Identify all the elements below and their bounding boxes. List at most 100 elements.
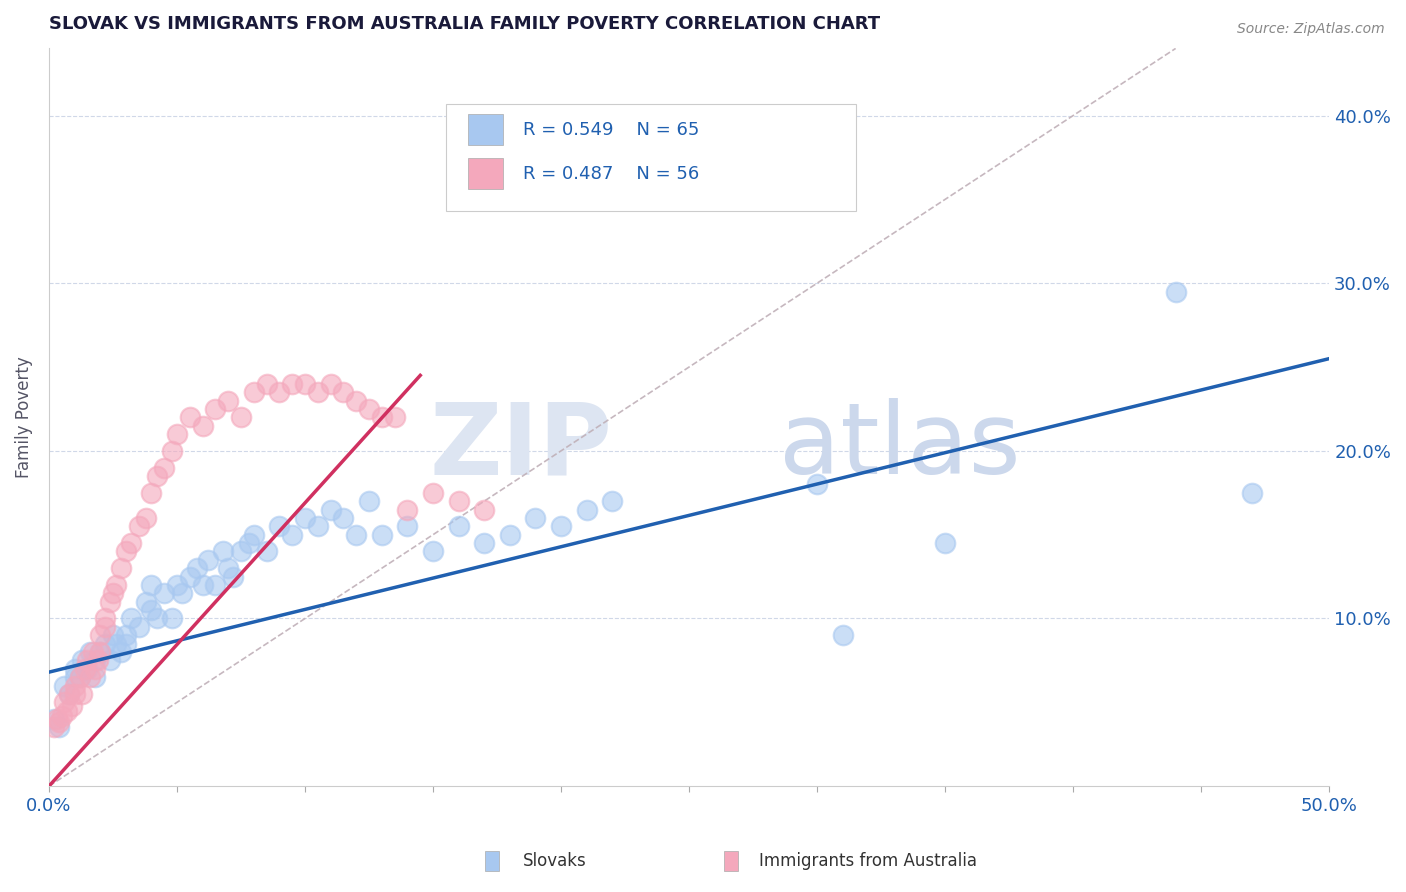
Point [56, 704, 79, 718]
Point [128, 620, 150, 634]
Point [204, 578, 226, 592]
Text: ZIP: ZIP [429, 399, 612, 495]
Point [72, 687, 94, 701]
Text: Immigrants from Australia: Immigrants from Australia [759, 852, 977, 870]
Point [135, 511, 157, 525]
Point [357, 401, 380, 416]
Text: Source: ZipAtlas.com: Source: ZipAtlas.com [1237, 22, 1385, 37]
Point [53, 679, 76, 693]
Point [100, 653, 122, 667]
Point [94, 620, 117, 634]
Point [307, 385, 329, 400]
Point [42, 712, 65, 726]
Point [371, 410, 394, 425]
Point [51, 708, 73, 723]
Point [222, 569, 245, 583]
Point [63, 687, 86, 701]
Point [229, 544, 252, 558]
Point [72, 653, 94, 667]
Point [256, 376, 278, 391]
Point [160, 611, 183, 625]
Text: SLOVAK VS IMMIGRANTS FROM AUSTRALIA FAMILY POVERTY CORRELATION CHART: SLOVAK VS IMMIGRANTS FROM AUSTRALIA FAMI… [49, 15, 880, 33]
Point [319, 502, 342, 516]
Point [120, 611, 142, 625]
Point [114, 628, 136, 642]
Point [89, 628, 111, 642]
Point [84, 662, 107, 676]
Point [575, 502, 598, 516]
Point [384, 410, 406, 425]
Point [179, 569, 201, 583]
Point [229, 410, 252, 425]
Y-axis label: Family Poverty: Family Poverty [15, 357, 32, 478]
Point [422, 544, 444, 558]
Point [153, 586, 176, 600]
Point [141, 578, 163, 592]
Point [63, 670, 86, 684]
Text: Slovaks: Slovaks [523, 852, 586, 870]
Point [186, 561, 208, 575]
Point [63, 679, 86, 693]
Text: R = 0.549    N = 65: R = 0.549 N = 65 [523, 120, 699, 138]
Point [48, 715, 70, 730]
Point [1164, 285, 1187, 299]
Point [114, 544, 136, 558]
Point [281, 376, 304, 391]
Point [447, 494, 470, 508]
Point [357, 494, 380, 508]
Point [1241, 485, 1264, 500]
Point [332, 511, 354, 525]
Point [238, 536, 260, 550]
Point [371, 527, 394, 541]
Point [204, 401, 226, 416]
Point [79, 670, 101, 684]
Point [217, 561, 239, 575]
Point [472, 502, 495, 516]
Point [422, 485, 444, 500]
Point [145, 611, 167, 625]
Point [82, 645, 104, 659]
Point [217, 393, 239, 408]
Point [69, 670, 91, 684]
Point [396, 502, 419, 516]
Point [319, 376, 342, 391]
Point [153, 460, 176, 475]
Point [243, 527, 266, 541]
Point [160, 443, 183, 458]
Point [86, 653, 108, 667]
Point [600, 494, 623, 508]
Point [104, 637, 127, 651]
Point [307, 519, 329, 533]
Point [120, 536, 142, 550]
Point [141, 603, 163, 617]
Point [58, 687, 80, 701]
Point [128, 519, 150, 533]
Point [179, 410, 201, 425]
FancyBboxPatch shape [446, 103, 856, 211]
Point [256, 544, 278, 558]
Point [550, 519, 572, 533]
Point [110, 645, 132, 659]
Point [63, 662, 86, 676]
Point [89, 645, 111, 659]
Text: atlas: atlas [779, 399, 1021, 495]
FancyBboxPatch shape [468, 114, 503, 145]
Point [396, 519, 419, 533]
Point [76, 653, 98, 667]
Point [332, 385, 354, 400]
Point [472, 536, 495, 550]
Point [84, 653, 107, 667]
Point [294, 376, 316, 391]
Point [45, 712, 67, 726]
Point [524, 511, 547, 525]
Point [831, 628, 853, 642]
Point [243, 385, 266, 400]
Point [197, 553, 219, 567]
Point [269, 519, 291, 533]
Point [48, 721, 70, 735]
Point [135, 595, 157, 609]
Point [76, 662, 98, 676]
Point [344, 527, 367, 541]
FancyBboxPatch shape [468, 159, 503, 189]
Point [166, 427, 188, 442]
